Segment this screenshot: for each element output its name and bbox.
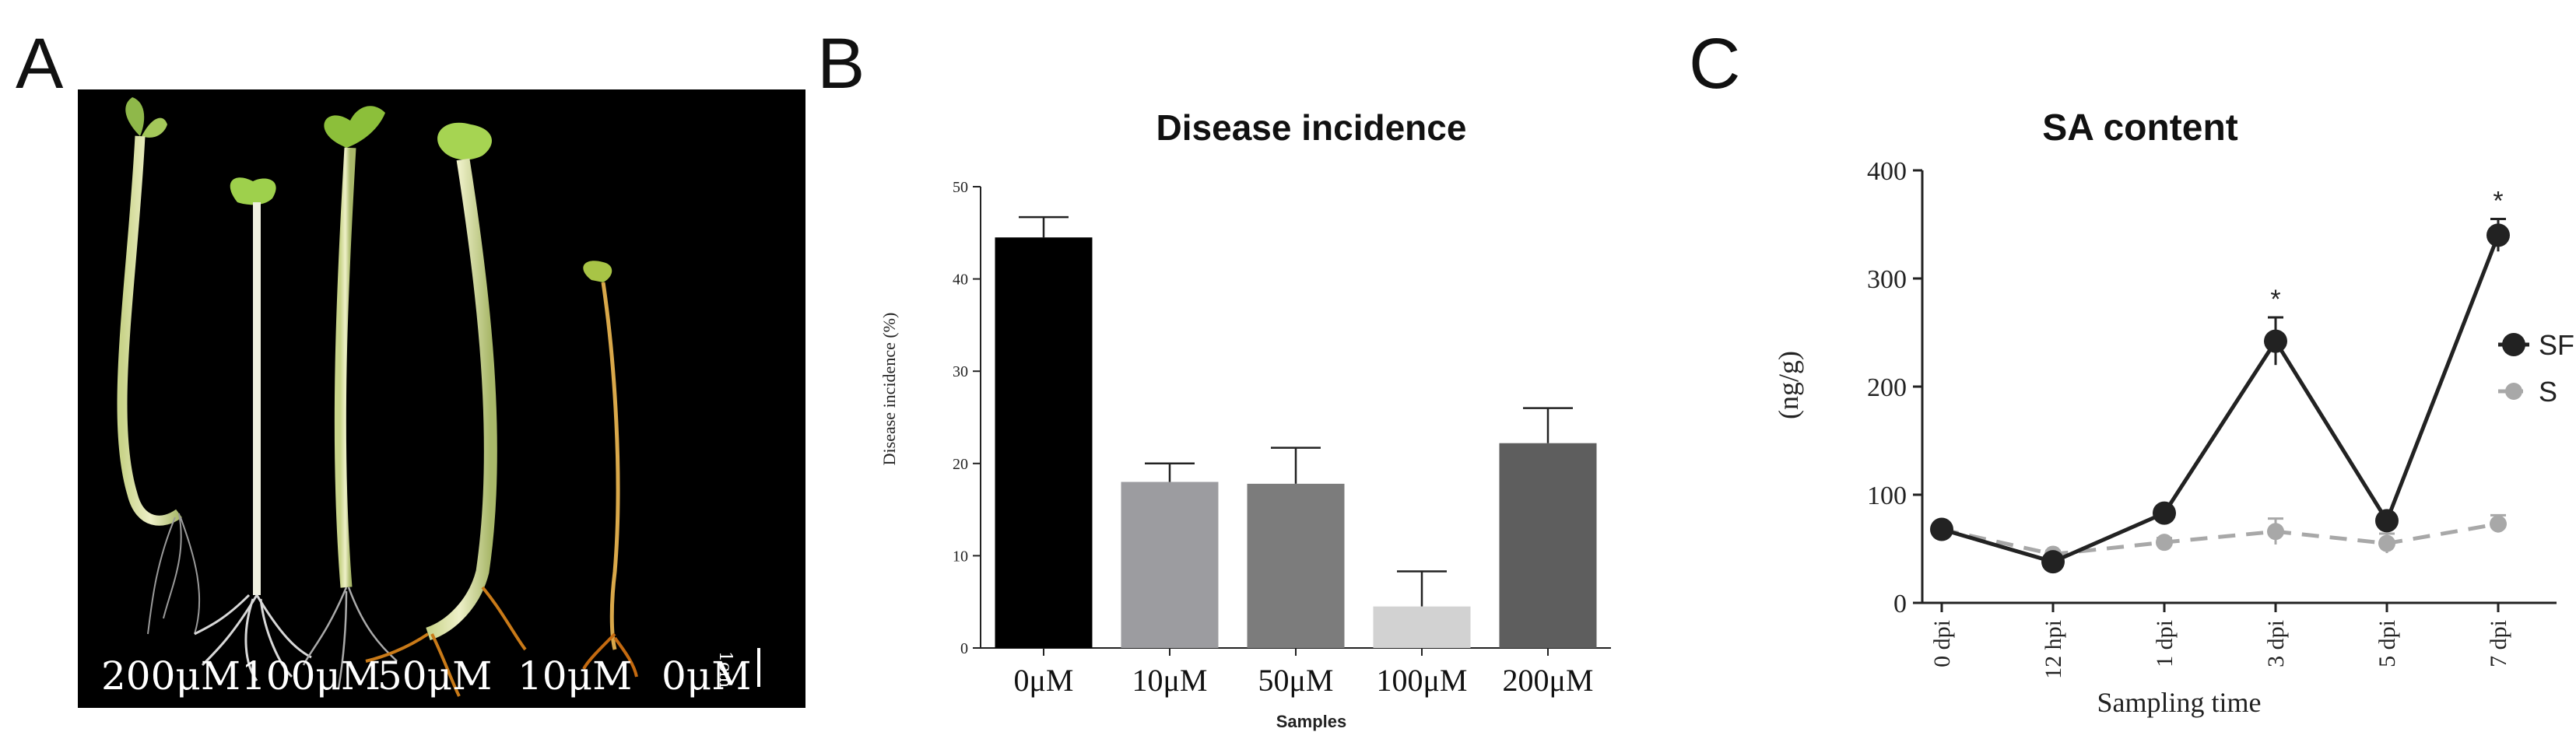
panel-letter-a: A: [16, 24, 64, 103]
legend-label-S: S: [2539, 376, 2557, 408]
bar-3: [1373, 606, 1471, 648]
panel-c: C SA content (ng/g) Sampling time 0 100 20…: [1689, 0, 2576, 749]
line-x-tick-label: 3 dpi: [2263, 620, 2289, 667]
line-x-tick-label: 7 dpi: [2486, 620, 2511, 667]
bar-chart-y-label: Disease incidence (%): [879, 313, 899, 466]
photo-label-50uM: 50μM: [377, 653, 493, 699]
scale-bar: [757, 648, 760, 687]
bar-4: [1499, 443, 1597, 648]
series-point-S: [2267, 523, 2284, 541]
bar-0: [995, 237, 1093, 649]
seedling-200uM: [117, 97, 201, 635]
photo-label-0uM: 0μM: [662, 653, 752, 699]
line-y-tick-label: 200: [1867, 373, 1907, 402]
line-chart-y-label: (ng/g): [1773, 351, 1804, 419]
line-chart-x-label: Sampling time: [2097, 687, 2262, 718]
bar-y-tick-label: 30: [953, 363, 968, 380]
line-chart-series: **: [1930, 187, 2510, 574]
bar-y-tick-label: 50: [953, 179, 968, 196]
series-line-S: [1941, 522, 2499, 556]
line-y-tick-label: 100: [1867, 482, 1907, 510]
line-x-tick-label: 5 dpi: [2374, 620, 2400, 667]
photo-label-10uM: 10μM: [518, 653, 633, 699]
line-y-tick-label: 0: [1893, 590, 1907, 618]
line-chart-legend: SF S: [2498, 329, 2574, 408]
line-y-tick-label: 300: [1867, 265, 1907, 294]
line-x-tick-label: 1 dpi: [2152, 620, 2178, 667]
bar-1: [1121, 482, 1219, 648]
series-point-SF: [2153, 501, 2176, 525]
legend-marker-S: [2505, 383, 2522, 400]
series-point-SF: [2375, 509, 2399, 533]
line-x-tick-label: 0 dpi: [1929, 620, 1955, 667]
sa-content-chart: SA content (ng/g) Sampling time 0 100 200 3…: [1773, 107, 2574, 718]
panel-letter-b: B: [817, 24, 865, 103]
bar-2: [1247, 483, 1345, 648]
photo-label-200uM: 200μM: [101, 653, 241, 699]
series-point-SF: [2264, 329, 2287, 353]
disease-incidence-chart: Disease incidence Disease incidence (%) …: [879, 107, 1611, 731]
seedling-10uM: [365, 122, 527, 697]
bar-chart-title: Disease incidence: [1156, 107, 1467, 148]
line-y-tick-label: 400: [1867, 157, 1907, 186]
seedling-50uM: [302, 106, 398, 689]
panel-letter-c: C: [1689, 24, 1741, 103]
bar-category-label: 200μM: [1502, 663, 1593, 698]
panel-b: B Disease incidence Disease incidence (%…: [817, 0, 1712, 749]
series-point-SF: [2487, 223, 2510, 247]
seedling-100uM: [194, 177, 312, 681]
seedling-0uM: [582, 261, 638, 678]
bar-y-tick-label: 10: [953, 548, 968, 565]
series-point-S: [2378, 534, 2395, 552]
series-point-S: [2490, 515, 2507, 533]
series-line-SF: [1941, 234, 2501, 564]
bar-category-label: 100μM: [1376, 663, 1467, 698]
line-chart-title: SA content: [2042, 107, 2238, 149]
seedlings-illustration: [117, 97, 638, 697]
series-point-SF: [2041, 550, 2065, 574]
bar-category-label: 0μM: [1013, 663, 1073, 698]
line-chart-axes: 0 100 200 300 400 0 dpi 12 hpi 1 dpi 3 dpi 5 dpi 7…: [1867, 157, 2557, 679]
series-point-SF: [1930, 517, 1953, 541]
bar-chart-bars: [995, 215, 1597, 649]
bar-chart-axes: 0 10 20 30 40 50 0μM 10μM 50μM 100μM 200μM: [953, 179, 1611, 698]
line-x-tick-label: 12 hpi: [2041, 620, 2066, 679]
bar-category-label: 50μM: [1258, 663, 1333, 698]
bar-y-tick-label: 0: [960, 640, 968, 657]
bar-y-tick-label: 40: [953, 271, 968, 289]
scale-label: 1cm: [714, 651, 735, 688]
legend-marker-SF: [2502, 333, 2525, 356]
bar-y-tick-label: 20: [953, 456, 968, 473]
series-point-S: [2156, 534, 2173, 552]
bar-category-label: 10μM: [1132, 663, 1207, 698]
photo-label-100uM: 100μM: [241, 653, 381, 699]
significance-star: *: [2270, 285, 2280, 314]
significance-star: *: [2493, 187, 2503, 216]
seedling-photo: 200μM 100μM 50μM 10μM 0μM 1cm: [78, 89, 805, 708]
bar-chart-x-label: Samples: [1276, 712, 1347, 731]
panel-a: A: [0, 0, 833, 749]
legend-label-SF: SF: [2539, 329, 2574, 361]
